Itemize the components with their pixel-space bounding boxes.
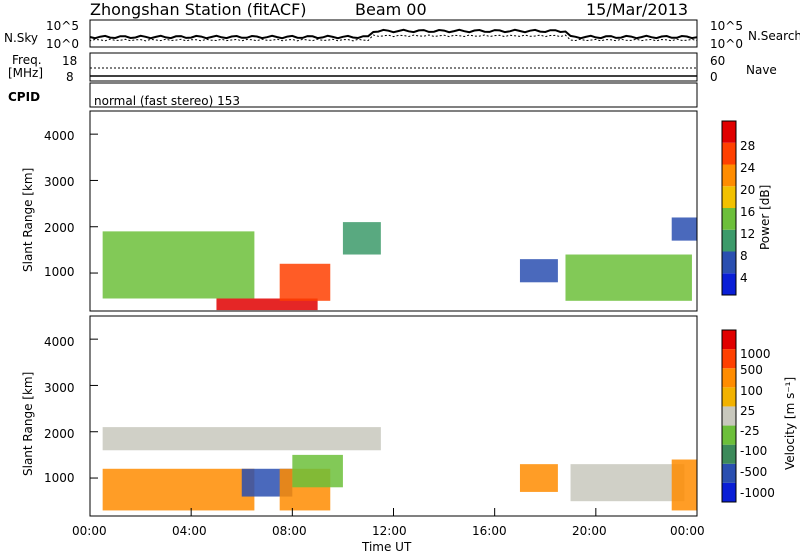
velocity-ytick-2000: 2000 bbox=[44, 427, 75, 441]
power-region-4 bbox=[519, 259, 558, 283]
velocity-heatmap bbox=[102, 427, 697, 511]
nave-tick-bottom: 0 bbox=[710, 70, 718, 84]
power-region-0 bbox=[102, 231, 255, 299]
velocity-ytick-3000: 3000 bbox=[44, 381, 75, 395]
velocity-colorbar-label: Velocity [m s⁻¹] bbox=[783, 377, 797, 470]
power-ytick-3000: 3000 bbox=[44, 175, 75, 189]
freq-label: Freq. bbox=[12, 53, 42, 67]
xtick-5: 20:00 bbox=[572, 524, 607, 538]
nave-tick-top: 60 bbox=[710, 54, 726, 68]
velocity-cbar-25: 25 bbox=[740, 404, 756, 418]
velocity-cbar-swatch-4 bbox=[722, 406, 736, 426]
power-cbar-frame bbox=[721, 120, 737, 296]
velocity-cbar-swatch-8 bbox=[722, 330, 736, 350]
velocity-cbar-m1000: -1000 bbox=[740, 486, 775, 500]
velocity-cbar-swatch-1 bbox=[722, 463, 736, 483]
velocity-region-5 bbox=[519, 464, 558, 492]
velocity-region-7 bbox=[671, 459, 697, 511]
sky-panel-frame bbox=[89, 19, 698, 48]
nsearch-label: N.Search bbox=[748, 29, 800, 43]
velocity-cbar-swatch-3 bbox=[722, 425, 736, 445]
velocity-region-0 bbox=[102, 427, 381, 451]
velocity-region-6 bbox=[570, 464, 685, 502]
freq-unit-label: [MHz] bbox=[8, 66, 44, 80]
power-heatmap bbox=[102, 217, 697, 311]
velocity-cbar-m100: -100 bbox=[740, 444, 768, 458]
velocity-cbar-m500: -500 bbox=[740, 465, 768, 479]
xtick-2: 08:00 bbox=[272, 524, 307, 538]
power-region-3 bbox=[342, 222, 381, 255]
power-cbar-swatch-1 bbox=[722, 251, 736, 274]
xtick-3: 12:00 bbox=[372, 524, 407, 538]
power-cbar-swatch-0 bbox=[722, 273, 736, 295]
velocity-cbar-500: 500 bbox=[740, 363, 763, 377]
power-region-1 bbox=[216, 298, 318, 311]
nsearch-trace bbox=[89, 34, 698, 42]
nave-label: Nave bbox=[746, 63, 777, 77]
nsearch-tick-top: 10^5 bbox=[710, 19, 743, 33]
velocity-region-4 bbox=[292, 454, 343, 488]
power-cbar-20: 20 bbox=[740, 183, 756, 197]
velocity-cbar-swatch-5 bbox=[722, 387, 736, 407]
power-cbar-8: 8 bbox=[740, 249, 748, 263]
power-cbar-4: 4 bbox=[740, 271, 748, 285]
nsky-tick-top: 10^5 bbox=[46, 19, 79, 33]
power-cbar-swatch-5 bbox=[722, 164, 736, 187]
power-region-5 bbox=[565, 254, 692, 301]
power-colorbar bbox=[721, 120, 737, 296]
velocity-region-1 bbox=[102, 468, 255, 511]
velocity-cbar-swatch-2 bbox=[722, 444, 736, 464]
power-cbar-swatch-3 bbox=[722, 208, 736, 230]
power-colorbar-label: Power [dB] bbox=[758, 185, 772, 250]
power-cbar-16: 16 bbox=[740, 205, 756, 219]
xtick-6: 00:00 bbox=[670, 524, 705, 538]
velocity-cbar-1000: 1000 bbox=[740, 347, 771, 361]
x-axis-label: Time UT bbox=[362, 540, 412, 554]
freq-tick-bottom: 8 bbox=[66, 70, 74, 84]
power-cbar-swatch-6 bbox=[722, 142, 736, 165]
power-cbar-swatch-2 bbox=[722, 229, 736, 252]
noise-traces bbox=[89, 28, 698, 77]
beam-label: Beam 00 bbox=[355, 0, 427, 19]
power-cbar-24: 24 bbox=[740, 161, 756, 175]
date-label: 15/Mar/2013 bbox=[586, 0, 689, 19]
power-region-6 bbox=[671, 217, 697, 241]
velocity-cbar-frame bbox=[721, 329, 737, 503]
nsky-label: N.Sky bbox=[4, 31, 39, 45]
xtick-4: 16:00 bbox=[472, 524, 507, 538]
power-panel-frame bbox=[89, 110, 698, 312]
xtick-1: 04:00 bbox=[172, 524, 207, 538]
velocity-cbar-swatch-0 bbox=[722, 482, 736, 502]
power-cbar-28: 28 bbox=[740, 139, 756, 153]
power-region-2 bbox=[279, 263, 331, 301]
power-ytick-1000: 1000 bbox=[44, 265, 75, 279]
power-ytick-2000: 2000 bbox=[44, 221, 75, 235]
power-ytick-4000: 4000 bbox=[44, 129, 75, 143]
velocity-ytick-4000: 4000 bbox=[44, 335, 75, 349]
velocity-cbar-swatch-6 bbox=[722, 368, 736, 388]
nsky-tick-bottom: 10^0 bbox=[46, 37, 79, 51]
nsearch-tick-bottom: 10^0 bbox=[710, 37, 743, 51]
velocity-y-axis-label: Slant Range [km] bbox=[21, 372, 35, 476]
velocity-cbar-100: 100 bbox=[740, 384, 763, 398]
power-cbar-12: 12 bbox=[740, 227, 756, 241]
velocity-colorbar bbox=[721, 329, 737, 503]
freq-tick-top: 18 bbox=[62, 54, 78, 68]
nsky-trace bbox=[89, 28, 698, 40]
station-title: Zhongshan Station (fitACF) bbox=[90, 0, 307, 19]
cpid-label: CPID bbox=[8, 90, 41, 104]
cpid-panel-frame bbox=[89, 82, 698, 108]
xtick-0: 00:00 bbox=[72, 524, 107, 538]
velocity-cbar-m25: -25 bbox=[740, 424, 760, 438]
velocity-ytick-1000: 1000 bbox=[44, 471, 75, 485]
velocity-cbar-swatch-7 bbox=[722, 349, 736, 369]
power-cbar-swatch-7 bbox=[722, 121, 736, 143]
axis-ticks bbox=[89, 133, 698, 516]
cpid-text: normal (fast stereo) 153 bbox=[94, 94, 241, 108]
freq-panel-frame bbox=[89, 52, 698, 82]
power-y-axis-label: Slant Range [km] bbox=[21, 168, 35, 272]
power-cbar-swatch-4 bbox=[722, 186, 736, 208]
